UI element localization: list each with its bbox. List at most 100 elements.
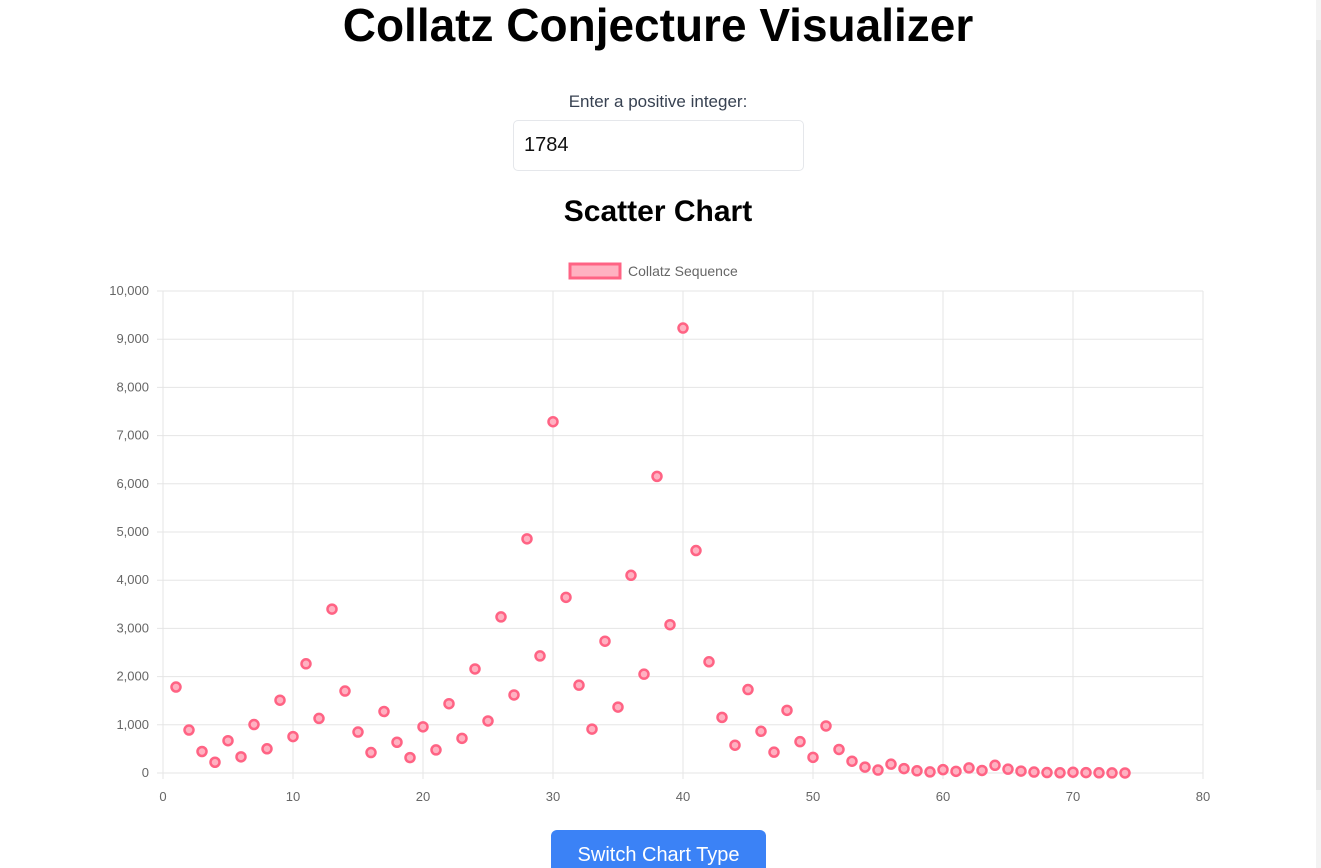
x-tick-label: 0: [159, 789, 166, 804]
data-point: [573, 679, 585, 691]
data-point: [456, 732, 468, 745]
data-point: [742, 683, 754, 696]
data-point: [651, 470, 663, 483]
data-point: [508, 689, 520, 701]
y-tick-label: 9,000: [116, 331, 149, 346]
data-point: [1054, 767, 1066, 779]
data-point: [1002, 763, 1014, 775]
data-point: [274, 694, 286, 706]
legend-label: Collatz Sequence: [628, 263, 738, 279]
data-point: [612, 701, 624, 713]
chart-heading: Scatter Chart: [563, 195, 753, 228]
scrollbar-track[interactable]: [1316, 0, 1321, 868]
data-point: [833, 743, 845, 756]
data-point: [846, 755, 858, 767]
data-point: [1093, 767, 1105, 779]
data-point: [807, 751, 819, 764]
data-point: [768, 746, 780, 758]
data-point: [1106, 767, 1118, 779]
data-point: [794, 735, 806, 748]
data-point: [404, 751, 416, 764]
y-tick-label: 2,000: [116, 669, 149, 684]
data-point: [638, 668, 650, 680]
integer-input[interactable]: [513, 120, 804, 171]
data-point: [1067, 766, 1079, 778]
data-point: [391, 736, 403, 748]
data-point: [677, 322, 689, 334]
data-point: [911, 765, 923, 777]
data-point: [937, 763, 949, 776]
data-point: [690, 544, 702, 557]
y-tick-label: 8,000: [116, 379, 149, 394]
data-point: [820, 720, 832, 732]
data-point: [729, 739, 741, 751]
data-point: [1028, 766, 1040, 778]
data-point: [287, 730, 299, 743]
data-point: [1119, 767, 1131, 779]
data-point: [248, 718, 260, 731]
switch-chart-type-button[interactable]: Switch Chart Type: [551, 830, 766, 868]
data-point: [365, 746, 377, 759]
page-title: Collatz Conjecture Visualizer: [342, 0, 974, 51]
y-tick-label: 0: [142, 765, 149, 780]
input-label: Enter a positive integer:: [568, 92, 748, 111]
data-point: [326, 603, 338, 615]
y-tick-label: 10,000: [109, 283, 149, 298]
scrollbar-thumb[interactable]: [1316, 40, 1321, 790]
data-point: [950, 765, 962, 778]
data-point: [1041, 766, 1053, 779]
data-point: [183, 724, 195, 736]
data-point: [209, 756, 221, 769]
data-point: [417, 721, 429, 733]
data-point: [547, 415, 559, 428]
x-tick-label: 40: [676, 789, 690, 804]
x-tick-label: 60: [936, 789, 950, 804]
x-tick-label: 20: [416, 789, 430, 804]
data-point: [716, 711, 728, 724]
data-point: [196, 745, 208, 758]
data-point: [170, 681, 182, 693]
data-point: [885, 758, 897, 770]
x-tick-label: 80: [1196, 789, 1210, 804]
y-tick-label: 4,000: [116, 572, 149, 587]
data-point: [989, 759, 1001, 772]
data-point: [443, 697, 455, 710]
data-point: [755, 725, 767, 738]
x-tick-label: 50: [806, 789, 820, 804]
data-point: [924, 766, 936, 778]
data-point: [963, 762, 975, 774]
y-tick-label: 3,000: [116, 620, 149, 635]
data-point: [313, 712, 325, 725]
data-point: [859, 761, 871, 773]
data-point: [781, 704, 793, 717]
data-point: [1015, 765, 1027, 777]
scatter-chart: 0 1,000 2,000 3,000 4,000 5,000 6,000 7,000 8,00…: [109, 262, 1210, 804]
data-point: [261, 743, 273, 755]
data-point: [235, 751, 247, 763]
data-point: [300, 658, 312, 670]
data-point: [430, 744, 442, 756]
data-point: [625, 569, 637, 582]
data-point: [1080, 766, 1092, 779]
data-point: [872, 764, 884, 776]
data-point: [560, 591, 572, 604]
data-point: [469, 663, 481, 675]
data-point: [599, 635, 611, 647]
data-point: [586, 723, 598, 735]
data-point: [534, 650, 546, 662]
y-tick-label: 7,000: [116, 428, 149, 443]
data-point: [664, 618, 676, 631]
data-point: [898, 762, 910, 775]
data-point: [976, 764, 988, 777]
x-tick-label: 30: [546, 789, 560, 804]
data-point: [378, 705, 390, 718]
data-point: [352, 726, 364, 738]
y-tick-label: 1,000: [116, 717, 149, 732]
y-tick-label: 6,000: [116, 476, 149, 491]
data-point: [703, 656, 715, 668]
data-point: [482, 715, 494, 727]
x-tick-label: 70: [1066, 789, 1080, 804]
data-point: [521, 533, 533, 545]
data-point: [339, 685, 351, 697]
